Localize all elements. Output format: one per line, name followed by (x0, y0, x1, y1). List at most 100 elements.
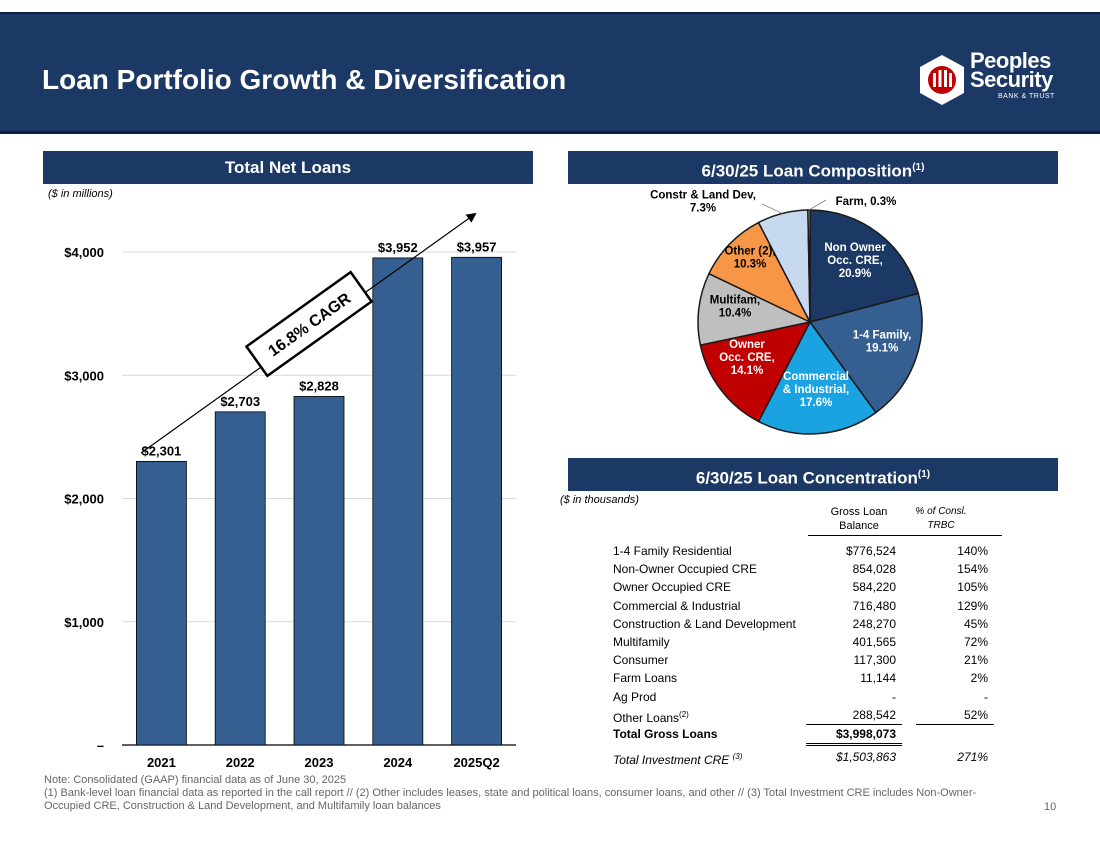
row-balance: 11,144 (860, 671, 896, 686)
row-pct: 154% (957, 562, 988, 577)
total-balance: $3,998,073 (835, 726, 896, 741)
row-balance: 117,300 (853, 653, 897, 668)
col-header-balance: Gross Loan Balance (830, 506, 888, 532)
bar-chart-unit-note: ($ in millions) (48, 188, 113, 200)
table-row: Ag Prod - - (608, 688, 1008, 706)
pie-label: Commercial & Industrial, 17.6% (783, 371, 849, 409)
row-balance: 584,220 (852, 580, 896, 595)
table-unit-note: ($ in thousands) (560, 494, 639, 506)
x-tick-label: 2024 (383, 755, 413, 770)
pie-slice-owner-occ-cre (699, 320, 812, 423)
row-label: Commercial & Industrial (613, 598, 741, 613)
row-balance: 716,480 (852, 598, 896, 613)
pie-leader-line (808, 199, 827, 211)
pie-label: Multifam, 10.4% (710, 295, 760, 320)
loan-concentration-table: Gross Loan Balance % of Consl. TRBC 1-4 … (608, 504, 1008, 767)
pie-label: Non Owner Occ. CRE, 20.9% (824, 242, 886, 280)
row-balance: - (892, 689, 896, 704)
table-row: Consumer 117,300 21% (608, 651, 1008, 669)
bar-value-label: $2,828 (299, 378, 339, 393)
bar-value-label: $3,952 (378, 240, 418, 255)
pie-slice-constr-land-dev (757, 209, 811, 323)
y-tick-label: $3,000 (64, 368, 104, 383)
pie-slice-non-owner-occ-cre (809, 209, 920, 323)
logo-wordmark: Peoples Security (970, 48, 1053, 92)
page-number: 10 (1044, 801, 1057, 813)
table-row-total: Total Gross Loans $3,998,073 (608, 723, 1008, 746)
table-row-investment-cre: Total Investment CRE (3) $1,503,863 271% (608, 748, 1008, 767)
investment-label: Total Investment CRE (3) (613, 751, 743, 767)
row-pct: - (984, 689, 988, 704)
row-pct: 129% (957, 598, 988, 613)
bar-value-label: $2,301 (142, 443, 182, 458)
table-row: Multifamily 401,565 72% (608, 633, 1008, 651)
loan-composition-header: 6/30/25 Loan Composition(1) (568, 151, 1058, 184)
row-pct: 52% (963, 707, 988, 722)
pie-slice-multifam (697, 272, 813, 346)
row-label: Non-Owner Occupied CRE (613, 562, 758, 577)
cagr-box: 16.8% CAGR (244, 270, 374, 378)
header-banner: Loan Portfolio Growth & Diversification … (0, 12, 1100, 134)
row-pct: 140% (957, 544, 988, 558)
x-tick-label: 2022 (226, 755, 255, 770)
x-tick-label: 2023 (305, 755, 334, 770)
pie-slice-commercial-industrial (757, 320, 877, 435)
x-tick-label: 2021 (147, 755, 176, 770)
table-row: Construction & Land Development 248,270 45… (608, 615, 1008, 633)
pie-label: Other (2), 10.3% (724, 246, 775, 271)
pie-label: Owner Occ. CRE, 14.1% (719, 339, 775, 377)
bar-2024 (372, 257, 424, 746)
pie-slice-1-4-family (808, 292, 923, 414)
row-balance: 401,565 (852, 634, 896, 649)
total-label: Total Gross Loans (613, 726, 718, 741)
bar-2025Q2 (451, 256, 503, 746)
pie-slice-other-2- (707, 221, 812, 324)
row-label: Farm Loans (613, 671, 678, 686)
investment-pct: 271% (957, 749, 988, 764)
y-tick-label: $4,000 (64, 245, 104, 260)
bar-2021 (135, 461, 187, 746)
bar-value-label: $3,957 (457, 239, 497, 254)
footnote-line-2: (1) Bank-level loan financial data as re… (44, 787, 977, 812)
table-row: Commercial & Industrial 716,480 129% (608, 597, 1008, 615)
y-tick-label: $1,000 (64, 615, 104, 630)
row-balance: $776,524 (845, 544, 896, 558)
row-label: Other Loans(2) (613, 709, 689, 725)
row-pct: 2% (970, 671, 988, 686)
row-balance: 248,270 (852, 616, 896, 631)
bar-2022 (214, 411, 266, 746)
pie-label: Farm, 0.3% (836, 196, 897, 208)
pie-label: 1-4 Family, 19.1% (853, 330, 912, 355)
row-pct: 105% (957, 580, 988, 595)
row-label: Ag Prod (613, 689, 657, 704)
table-row: 1-4 Family Residential $776,524 140% (608, 542, 1008, 560)
col-header-pct: % of Consl. TRBC (915, 506, 967, 531)
row-label: Owner Occupied CRE (613, 580, 732, 595)
row-label: 1-4 Family Residential (613, 544, 732, 558)
row-pct: 21% (963, 653, 988, 668)
x-tick-label: 2025Q2 (453, 755, 499, 770)
cagr-label: 16.8% CAGR (265, 290, 354, 360)
page-title: Loan Portfolio Growth & Diversification (42, 64, 567, 95)
row-label: Consumer (613, 653, 669, 668)
table-row: Other Loans(2) 288,542 52% (608, 706, 1008, 725)
logo-subtitle: BANK & TRUST (998, 93, 1055, 100)
footnotes: Note: Consolidated (GAAP) financial data… (44, 774, 1004, 813)
bar-2023 (293, 396, 345, 746)
table-row: Non-Owner Occupied CRE 854,028 154% (608, 560, 1008, 578)
table-row: Farm Loans 11,144 2% (608, 669, 1008, 687)
company-logo: Peoples Security BANK & TRUST (918, 48, 1078, 118)
table-row: Owner Occupied CRE 584,220 105% (608, 578, 1008, 596)
footnote-line-1: Note: Consolidated (GAAP) financial data… (44, 774, 347, 786)
y-tick-label: – (97, 738, 104, 753)
loan-concentration-header: 6/30/25 Loan Concentration(1) (568, 458, 1058, 491)
row-balance: 288,542 (852, 707, 896, 722)
table-header: Gross Loan Balance % of Consl. TRBC (808, 504, 1002, 536)
row-pct: 72% (963, 634, 988, 649)
pie-leader-line (761, 203, 783, 214)
cagr-arrow (140, 212, 477, 454)
pie-slice-farm (807, 209, 811, 323)
row-label: Construction & Land Development (613, 616, 796, 631)
total-net-loans-header: Total Net Loans (43, 151, 533, 184)
investment-balance: $1,503,863 (835, 749, 896, 764)
